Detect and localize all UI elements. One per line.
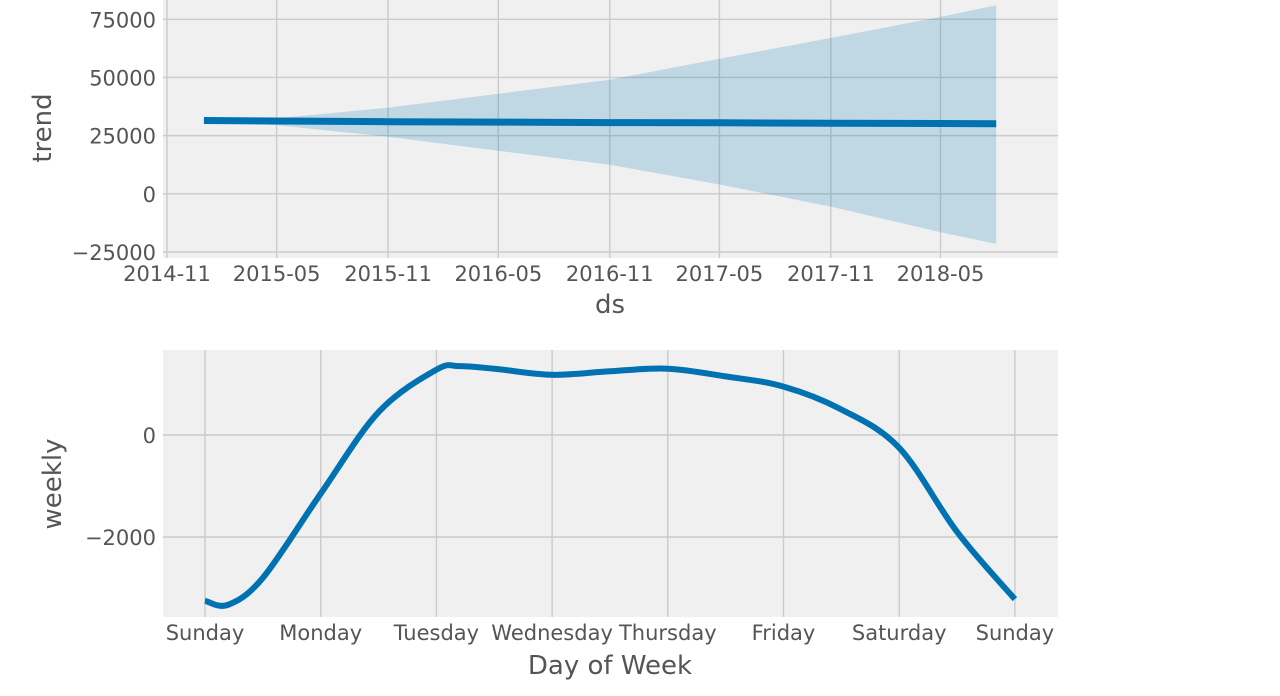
weekly-x-tick-label: Wednesday — [491, 621, 613, 645]
weekly-x-tick-label: Sunday — [166, 621, 245, 645]
trend-y-tick-label: 25000 — [89, 125, 156, 149]
weekly-x-tick-label: Saturday — [852, 621, 947, 645]
trend-x-tick-label: 2018-05 — [897, 262, 985, 286]
trend-x-gridlines — [166, 0, 942, 258]
weekly-y-tick-label: −2000 — [85, 526, 156, 550]
weekly-x-tick-label: Thursday — [618, 621, 717, 645]
weekly-x-axis-label: Day of Week — [528, 651, 692, 681]
weekly-x-tick-label: Friday — [752, 621, 816, 645]
weekly-y-tick-labels: 0 −2000 — [85, 424, 156, 550]
trend-y-tick-label: 50000 — [89, 66, 156, 90]
trend-x-tick-label: 2015-11 — [344, 262, 432, 286]
weekly-plot-area — [163, 350, 1058, 617]
trend-y-tick-label: 0 — [143, 183, 156, 207]
trend-x-axis-label: ds — [595, 290, 625, 320]
trend-line — [203, 117, 997, 128]
weekly-x-tick-label: Monday — [279, 621, 362, 645]
trend-x-tick-label: 2014-11 — [123, 262, 211, 286]
weekly-y-tick-label: 0 — [143, 424, 156, 448]
trend-x-tick-label: 2017-11 — [787, 262, 875, 286]
weekly-x-tick-label: Sunday — [976, 621, 1055, 645]
trend-y-tick-label: −25000 — [72, 241, 156, 265]
trend-y-gridlines — [163, 18, 1058, 253]
trend-x-tick-label: 2015-05 — [233, 262, 321, 286]
trend-plot-area — [163, 0, 1058, 258]
trend-x-tick-label: 2017-05 — [676, 262, 764, 286]
trend-y-axis-label: trend — [28, 93, 58, 162]
trend-x-tick-label: 2016-05 — [454, 262, 542, 286]
weekly-panel: Sunday Monday Tuesday Wednesday Thursday Frid… — [38, 350, 1058, 681]
weekly-x-tick-labels: Sunday Monday Tuesday Wednesday Thursday Frid… — [166, 621, 1054, 645]
trend-x-tick-label: 2016-11 — [566, 262, 654, 286]
trend-x-tick-labels: 2014-11 2015-05 2015-11 2016-05 2016-11 2017-… — [123, 262, 984, 286]
trend-y-tick-label: 75000 — [89, 8, 156, 32]
trend-y-tick-labels: 75000 50000 25000 0 −25000 — [72, 8, 156, 265]
weekly-y-axis-label: weekly — [38, 439, 68, 530]
weekly-x-tick-label: Tuesday — [393, 621, 479, 645]
trend-panel: 2014-11 2015-05 2015-11 2016-05 2016-11 2017-… — [28, 0, 1058, 320]
weekly-line — [204, 362, 1018, 609]
weekly-x-gridlines — [204, 350, 1016, 617]
weekly-y-gridlines — [163, 434, 1058, 538]
